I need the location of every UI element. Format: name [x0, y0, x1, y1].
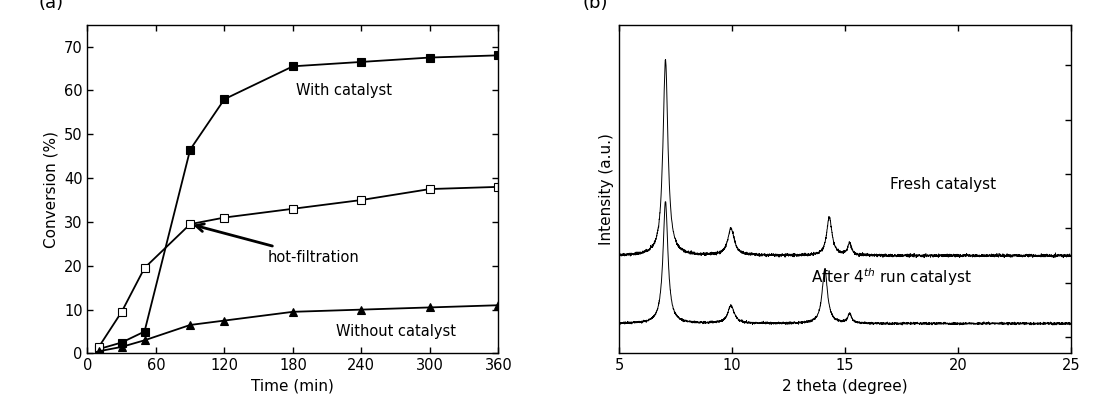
- X-axis label: 2 theta (degree): 2 theta (degree): [783, 379, 908, 394]
- Y-axis label: Intensity (a.u.): Intensity (a.u.): [599, 133, 613, 245]
- Text: Fresh catalyst: Fresh catalyst: [891, 178, 997, 192]
- Text: (b): (b): [583, 0, 609, 12]
- Text: Without catalyst: Without catalyst: [337, 324, 456, 339]
- Text: hot-filtration: hot-filtration: [196, 224, 360, 265]
- Text: (a): (a): [38, 0, 63, 12]
- Text: With catalyst: With catalyst: [296, 83, 392, 98]
- X-axis label: Time (min): Time (min): [251, 379, 334, 394]
- Y-axis label: Conversion (%): Conversion (%): [44, 131, 58, 247]
- Text: After 4$^{th}$ run catalyst: After 4$^{th}$ run catalyst: [811, 266, 972, 288]
